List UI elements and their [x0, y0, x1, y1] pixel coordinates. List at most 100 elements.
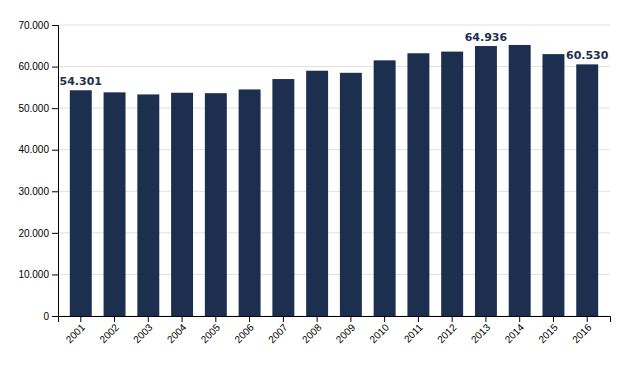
x-tick-mark: [485, 316, 486, 322]
y-tick-label: 70.000: [18, 20, 49, 31]
y-tick-mark: [52, 191, 58, 192]
x-tick-label: 2016: [570, 321, 594, 345]
plot: 0 10.000 20.000 30.000 40.000 50.000 60.000 70.…: [18, 20, 610, 345]
bar: [70, 90, 92, 316]
bar: [239, 89, 261, 316]
x-tick-label: 2003: [131, 321, 155, 345]
bar: [374, 60, 396, 316]
annotation: 60.530: [566, 49, 609, 62]
bar: [576, 64, 598, 316]
x-tick-mark: [182, 316, 183, 322]
x-tick: 2008: [300, 316, 324, 345]
x-tick-mark: [80, 316, 81, 322]
x-tick-label: 2009: [334, 321, 358, 345]
x-tick: 2011: [402, 316, 425, 345]
bars: [70, 45, 598, 316]
annotation: 54.301: [60, 75, 102, 88]
bar: [104, 92, 126, 316]
x-tick: 2010: [367, 316, 391, 345]
y-tick-label: 50.000: [18, 103, 49, 114]
x-tick-label: 2001: [64, 321, 88, 345]
y-tick-mark: [52, 150, 58, 151]
bar: [542, 54, 564, 316]
x-tick: 2005: [199, 316, 223, 345]
x-tick-label: 2008: [300, 321, 324, 345]
x-tick-label: 2011: [402, 321, 425, 344]
y-tick: 20.000: [18, 228, 58, 239]
y-tick-label: 40.000: [18, 144, 49, 155]
bar: [272, 79, 294, 316]
y-tick: 70.000: [18, 20, 58, 31]
x-tick-label: 2015: [536, 321, 560, 345]
x-tick: 2001: [64, 316, 88, 345]
bar: [509, 45, 531, 316]
y-tick: 0: [43, 311, 58, 322]
x-tick-mark: [553, 316, 554, 322]
y-tick: 30.000: [18, 186, 58, 197]
y-axis-line: [52, 26, 59, 317]
bar: [407, 53, 429, 316]
grid: [58, 25, 610, 316]
bar: [205, 93, 227, 316]
x-tick-mark: [587, 316, 588, 322]
y-tick: 40.000: [18, 144, 58, 155]
x-tick-label: 2005: [199, 321, 223, 345]
x-tick-label: 2004: [165, 321, 189, 345]
x-tick-mark: [317, 316, 318, 322]
y-tick-mark: [52, 233, 58, 234]
x-tick-label: 2010: [367, 321, 391, 345]
x-tick-label: 2002: [97, 321, 121, 345]
x-tick-mark: [418, 316, 419, 322]
x-tick-label: 2014: [503, 321, 527, 345]
y-tick-mark: [52, 67, 58, 68]
bar: [306, 71, 328, 316]
chart: 0 10.000 20.000 30.000 40.000 50.000 60.000 70.…: [0, 0, 630, 366]
x-tick-label: 2006: [232, 321, 256, 345]
x-tick-mark: [114, 316, 115, 322]
x-tick-mark: [215, 316, 216, 322]
x-tick: 2012: [435, 316, 459, 345]
grid-line: [58, 25, 610, 26]
y-tick: 50.000: [18, 103, 58, 114]
x-axis: 2001 2002 2003 2004 2005 2006 2007 2008 2009 2010…: [59, 316, 611, 345]
x-tick: 2013: [469, 316, 493, 345]
annotation: 64.936: [465, 31, 508, 44]
x-tick-mark: [283, 316, 284, 322]
bar: [171, 93, 193, 316]
bar: [475, 46, 497, 316]
annotations: 54.301 64.936 60.530: [60, 31, 609, 88]
x-tick-mark: [350, 316, 351, 322]
bar: [441, 52, 463, 316]
x-tick: 2014: [503, 316, 527, 345]
x-tick-mark: [148, 316, 149, 322]
y-axis: 0 10.000 20.000 30.000 40.000 50.000 60.000 70.…: [18, 20, 58, 322]
x-tick-mark: [249, 316, 250, 322]
y-tick: 10.000: [18, 269, 58, 280]
x-tick-label: 2007: [266, 321, 290, 345]
x-tick-mark: [384, 316, 385, 322]
y-tick-label: 30.000: [18, 186, 49, 197]
x-axis-line: [59, 317, 611, 323]
y-tick-mark: [52, 316, 58, 317]
x-tick-mark: [452, 316, 453, 322]
y-tick-mark: [52, 274, 58, 275]
x-tick: 2003: [131, 316, 155, 345]
y-tick-mark: [52, 108, 58, 109]
x-tick: 2004: [165, 316, 189, 345]
y-tick-mark: [52, 25, 58, 26]
y-tick-label: 10.000: [18, 269, 49, 280]
x-tick: 2002: [97, 316, 121, 345]
x-tick-mark: [519, 316, 520, 322]
x-tick: 2016: [570, 316, 594, 345]
x-tick: 2009: [334, 316, 358, 345]
bar: [340, 73, 362, 316]
x-tick: 2007: [266, 316, 290, 345]
bar: [137, 94, 159, 316]
y-tick-label: 0: [43, 311, 49, 322]
y-tick: 60.000: [18, 61, 58, 72]
y-tick-label: 20.000: [18, 228, 49, 239]
x-tick-label: 2013: [469, 321, 493, 345]
x-tick-label: 2012: [435, 321, 459, 345]
x-tick: 2015: [536, 316, 560, 345]
y-tick-label: 60.000: [18, 61, 49, 72]
